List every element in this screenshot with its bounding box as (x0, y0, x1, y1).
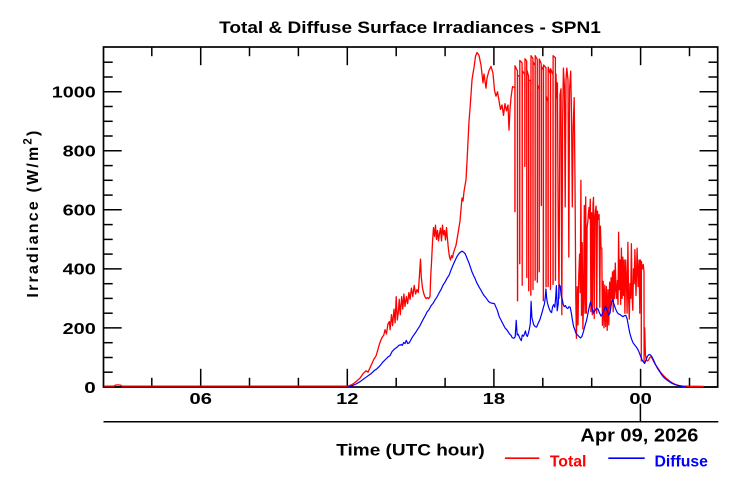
svg-text:18: 18 (483, 391, 506, 408)
svg-text:400: 400 (63, 262, 96, 279)
svg-text:0: 0 (84, 380, 96, 397)
svg-text:600: 600 (63, 203, 96, 220)
svg-text:06: 06 (190, 391, 213, 408)
svg-text:Total & Diffuse Surface Irradi: Total & Diffuse Surface Irradiances - SP… (219, 18, 601, 37)
svg-text:200: 200 (63, 321, 96, 338)
svg-text:Apr 09, 2026: Apr 09, 2026 (580, 425, 698, 445)
svg-text:12: 12 (336, 391, 359, 408)
svg-text:Time (UTC hour): Time (UTC hour) (336, 440, 485, 459)
svg-text:800: 800 (63, 144, 96, 161)
svg-text:Total: Total (550, 453, 587, 470)
svg-text:Diffuse: Diffuse (654, 453, 708, 470)
svg-text:1000: 1000 (52, 85, 96, 102)
svg-text:00: 00 (629, 391, 652, 408)
svg-text:Irradiance (W/m2): Irradiance (W/m2) (23, 128, 43, 297)
